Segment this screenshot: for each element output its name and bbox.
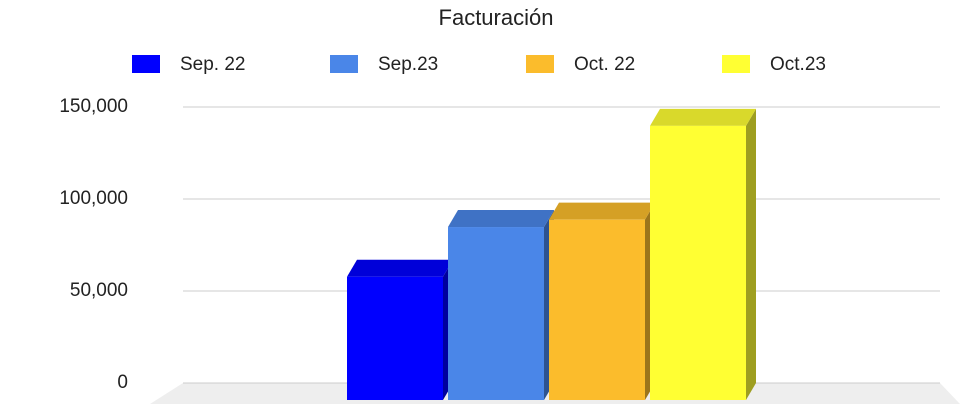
legend-swatch bbox=[330, 55, 358, 73]
bar-top bbox=[650, 108, 756, 126]
legend-swatch bbox=[526, 55, 554, 73]
bar-top bbox=[448, 210, 554, 228]
bar bbox=[448, 227, 544, 400]
legend-label: Oct.23 bbox=[770, 54, 826, 75]
bar bbox=[549, 219, 645, 400]
y-tick-label: 150,000 bbox=[59, 96, 128, 117]
y-tick-label: 50,000 bbox=[70, 280, 128, 301]
bar-top bbox=[347, 259, 453, 277]
bar bbox=[650, 125, 746, 400]
legend-label: Sep. 22 bbox=[180, 54, 246, 75]
chart-title: Facturación bbox=[439, 5, 554, 30]
legend-swatch bbox=[132, 55, 160, 73]
legend-swatch bbox=[722, 55, 750, 73]
y-tick-label: 100,000 bbox=[59, 188, 128, 209]
bar-top bbox=[549, 202, 655, 220]
y-tick-label: 0 bbox=[117, 372, 128, 393]
bar bbox=[347, 276, 443, 400]
bar-side bbox=[746, 108, 756, 400]
legend-label: Oct. 22 bbox=[574, 54, 635, 75]
legend-label: Sep.23 bbox=[378, 54, 438, 75]
